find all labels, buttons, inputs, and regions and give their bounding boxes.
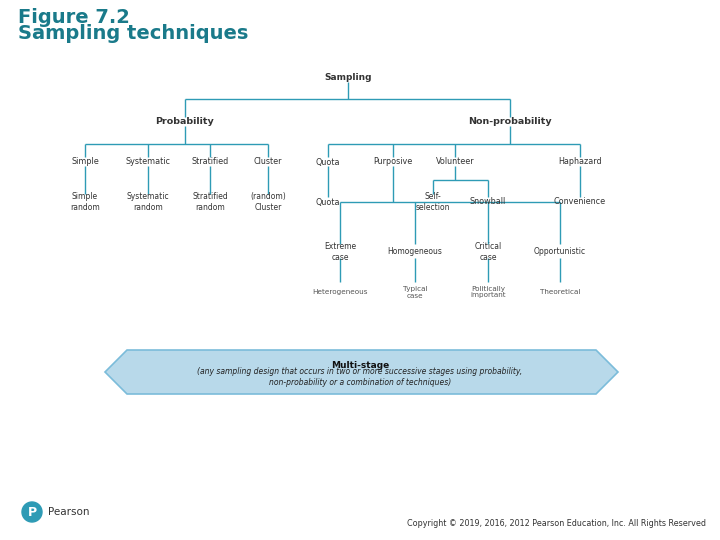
Text: Haphazard: Haphazard xyxy=(558,158,602,166)
Text: Quota: Quota xyxy=(316,158,341,166)
Text: Copyright © 2019, 2016, 2012 Pearson Education, Inc. All Rights Reserved: Copyright © 2019, 2016, 2012 Pearson Edu… xyxy=(407,519,706,528)
Text: Purposive: Purposive xyxy=(374,158,413,166)
Text: P: P xyxy=(27,505,37,518)
Polygon shape xyxy=(105,350,618,394)
Text: Simple: Simple xyxy=(71,158,99,166)
Text: Stratified
random: Stratified random xyxy=(192,192,228,212)
Text: Systematic
random: Systematic random xyxy=(127,192,169,212)
Text: Opportunistic: Opportunistic xyxy=(534,247,586,256)
Text: Extreme
case: Extreme case xyxy=(324,242,356,262)
Text: Cluster: Cluster xyxy=(253,158,282,166)
Text: Multi-stage: Multi-stage xyxy=(331,361,389,369)
Text: Self-
selection: Self- selection xyxy=(415,192,450,212)
Text: Stratified: Stratified xyxy=(192,158,229,166)
Text: Convenience: Convenience xyxy=(554,198,606,206)
Text: Sampling: Sampling xyxy=(324,72,372,82)
Text: Snowball: Snowball xyxy=(470,198,506,206)
Text: Sampling techniques: Sampling techniques xyxy=(18,24,248,43)
Text: Heterogeneous: Heterogeneous xyxy=(312,289,368,295)
Text: Typical
case: Typical case xyxy=(402,286,427,299)
Text: (any sampling design that occurs in two or more successive stages using probabil: (any sampling design that occurs in two … xyxy=(197,367,523,387)
Text: Politically
important: Politically important xyxy=(470,286,506,299)
Text: (random)
Cluster: (random) Cluster xyxy=(250,192,286,212)
Text: Figure 7.2: Figure 7.2 xyxy=(18,8,130,27)
Text: Probability: Probability xyxy=(156,118,215,126)
Text: Homogeneous: Homogeneous xyxy=(387,247,442,256)
Text: Non-probability: Non-probability xyxy=(468,118,552,126)
Text: Systematic: Systematic xyxy=(125,158,171,166)
Text: Quota: Quota xyxy=(316,198,341,206)
Text: Critical
case: Critical case xyxy=(474,242,502,262)
Text: Volunteer: Volunteer xyxy=(436,158,474,166)
Text: Pearson: Pearson xyxy=(48,507,89,517)
Circle shape xyxy=(22,502,42,522)
Text: Simple
random: Simple random xyxy=(70,192,100,212)
Text: Theoretical: Theoretical xyxy=(540,289,580,295)
